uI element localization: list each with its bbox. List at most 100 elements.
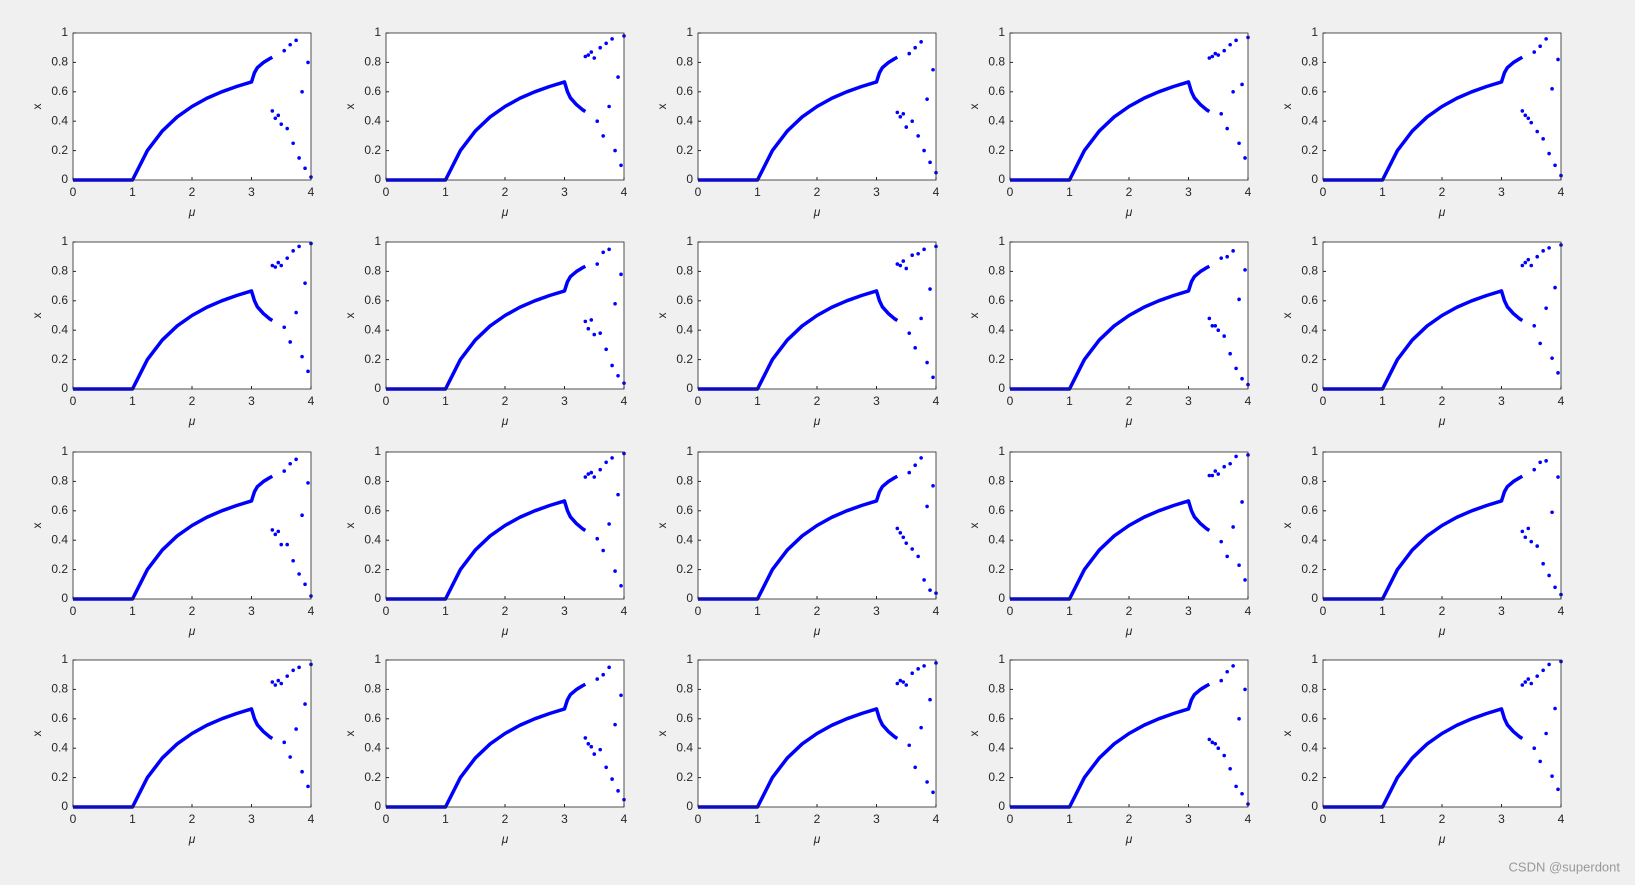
y-tick-label: 0 [998, 591, 1005, 605]
y-axis-label: x [1280, 731, 1294, 737]
y-tick-label: 1 [61, 652, 68, 666]
y-tick-label: 0.4 [988, 113, 1005, 127]
data [1323, 659, 1563, 809]
point [607, 665, 611, 670]
x-tick-label: 4 [933, 604, 940, 618]
point [1550, 87, 1554, 91]
point [1243, 268, 1247, 272]
y-tick-label: 0 [374, 381, 381, 395]
y-tick-label: 0.6 [364, 711, 381, 725]
y-tick-label: 0.6 [364, 503, 381, 517]
x-tick-label: 0 [1320, 604, 1327, 618]
y-tick-label: 0.2 [1301, 562, 1318, 576]
point [1213, 51, 1218, 56]
point [583, 319, 588, 324]
point [913, 346, 917, 350]
subplot: 0 1 2 3 4 0 0.2 0.4 0.6 0.8 1 μ x [343, 234, 627, 428]
point [613, 569, 617, 573]
point [303, 166, 307, 171]
point [1553, 706, 1557, 711]
y-tick-label: 0.4 [51, 532, 68, 546]
y-axis-label: x [30, 313, 44, 319]
point [1523, 260, 1528, 265]
point [1535, 129, 1539, 134]
subplot: 0 1 2 3 4 0 0.2 0.4 0.6 0.8 1 μ x [655, 234, 939, 428]
data [73, 241, 313, 391]
point [1523, 680, 1528, 684]
x-axis-label: μ [501, 414, 509, 428]
subplot: 0 1 2 3 4 0 0.2 0.4 0.6 0.8 1 μ x [30, 25, 314, 219]
point [613, 301, 617, 306]
point [928, 287, 932, 291]
y-tick-label: 0.8 [988, 682, 1005, 696]
y-tick-label: 0.2 [676, 770, 693, 784]
x-tick-label: 3 [1498, 604, 1505, 618]
data [1323, 243, 1563, 391]
point [1544, 731, 1548, 736]
point [1529, 539, 1534, 544]
y-tick-label: 0 [61, 591, 68, 605]
y-tick-label: 0.6 [676, 503, 693, 517]
point [1541, 249, 1545, 253]
y-tick-label: 0.4 [988, 532, 1005, 546]
point [276, 260, 281, 265]
y-tick-label: 0.2 [988, 770, 1005, 784]
subplot: 0 1 2 3 4 0 0.2 0.4 0.6 0.8 1 μ x [1280, 25, 1564, 219]
y-axis-label: x [343, 104, 357, 110]
point [1219, 112, 1224, 116]
point [1210, 54, 1215, 59]
y-tick-label: 0.8 [1301, 474, 1318, 488]
y-axis-label: x [967, 731, 981, 737]
point [291, 249, 295, 253]
curve [698, 474, 899, 601]
x-tick-label: 2 [1439, 394, 1446, 408]
data [73, 38, 313, 182]
y-tick-label: 0 [686, 799, 693, 813]
y-axis-label: x [655, 104, 669, 110]
y-tick-label: 0 [374, 172, 381, 186]
point [919, 316, 923, 321]
point [288, 42, 292, 47]
y-tick-label: 0.2 [1301, 770, 1318, 784]
point [1523, 113, 1528, 118]
point [904, 266, 909, 271]
curve [1010, 499, 1211, 601]
y-tick-label: 0.2 [364, 770, 381, 784]
point [907, 743, 912, 748]
x-tick-label: 3 [561, 604, 568, 618]
subplot: 0 1 2 3 4 0 0.2 0.4 0.6 0.8 1 μ x [1280, 652, 1564, 846]
point [1535, 254, 1539, 259]
x-tick-label: 1 [754, 185, 761, 199]
x-tick-label: 2 [1439, 604, 1446, 618]
point [1547, 151, 1551, 156]
y-axis-label: x [967, 104, 981, 110]
y-tick-label: 0.4 [364, 532, 381, 546]
x-tick-label: 3 [561, 185, 568, 199]
curve [1323, 474, 1524, 601]
point [1541, 561, 1545, 566]
y-tick-label: 0.8 [988, 264, 1005, 278]
point [1219, 678, 1224, 683]
point [306, 784, 310, 789]
point [1225, 126, 1229, 131]
data [1010, 249, 1250, 391]
point [1216, 53, 1221, 57]
point [895, 262, 900, 266]
point [910, 119, 914, 123]
point [919, 725, 923, 730]
y-tick-label: 0.4 [364, 740, 381, 754]
x-axis-label: μ [813, 624, 821, 638]
point [916, 134, 920, 138]
y-tick-label: 0.6 [364, 293, 381, 307]
point [1553, 285, 1557, 290]
data [698, 244, 938, 391]
y-tick-label: 0.6 [676, 711, 693, 725]
point [1237, 297, 1241, 302]
y-tick-label: 0.2 [364, 352, 381, 366]
point [1222, 334, 1226, 338]
point [907, 51, 912, 56]
point [300, 354, 304, 359]
point [895, 681, 900, 686]
point [610, 777, 614, 781]
curve [1323, 707, 1524, 809]
